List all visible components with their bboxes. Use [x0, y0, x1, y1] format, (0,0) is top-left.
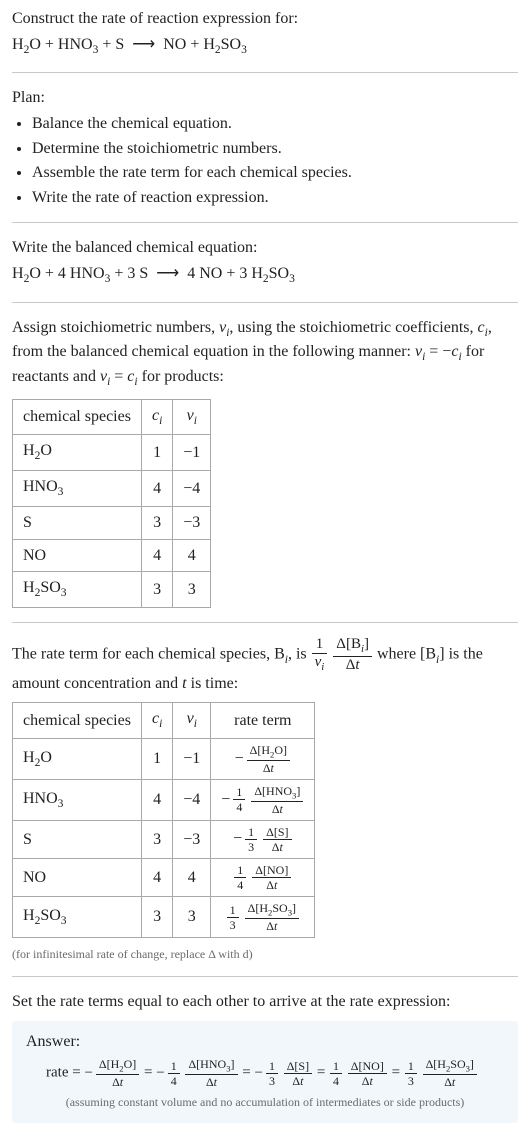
- rate-term-cell: −Δ[H2O]Δt: [211, 738, 315, 779]
- ci-cell: 1: [141, 435, 172, 471]
- rate-term-cell: −14 Δ[HNO3]Δt: [211, 779, 315, 820]
- ci-cell: 4: [141, 471, 172, 507]
- nui-cell: −3: [173, 820, 211, 858]
- nui-cell: −3: [173, 506, 211, 539]
- stoich-table: chemical species ci νi H2O 1 −1 HNO3 4 −…: [12, 399, 211, 608]
- nui-cell: 4: [173, 858, 211, 896]
- ci-cell: 3: [141, 506, 172, 539]
- nui-cell: 3: [173, 572, 211, 608]
- plan-item: Determine the stoichiometric numbers.: [32, 138, 518, 160]
- species-cell: H2O: [13, 435, 142, 471]
- table-header-row: chemical species ci νi rate term: [13, 703, 315, 739]
- col-nui: νi: [173, 399, 211, 435]
- table2-footnote: (for infinitesimal rate of change, repla…: [12, 946, 518, 962]
- species-cell: HNO3: [13, 471, 142, 507]
- ci-cell: 3: [141, 896, 172, 937]
- plan-title: Plan:: [12, 87, 518, 109]
- nui-cell: −1: [173, 738, 211, 779]
- intro-equation: H2O + HNO3 + S ⟶ NO + H2SO3: [12, 34, 518, 59]
- nui-cell: −4: [173, 471, 211, 507]
- nui-cell: 4: [173, 539, 211, 572]
- table-row: S3−3−13 Δ[S]Δt: [13, 820, 315, 858]
- divider: [12, 222, 518, 223]
- table-row: H2SO3 3 3: [13, 572, 211, 608]
- eq-h2so3-3: 3: [241, 44, 247, 56]
- col-species: chemical species: [13, 399, 142, 435]
- plan-list: Balance the chemical equation. Determine…: [18, 113, 518, 208]
- ci-cell: 1: [141, 738, 172, 779]
- divider: [12, 976, 518, 977]
- nui-cell: −4: [173, 779, 211, 820]
- eq-so: SO: [221, 36, 241, 53]
- col-species: chemical species: [13, 703, 142, 739]
- table-header-row: chemical species ci νi: [13, 399, 211, 435]
- answer-caption: (assuming constant volume and no accumul…: [26, 1094, 504, 1110]
- ci-cell: 4: [141, 779, 172, 820]
- table-row: NO 4 4: [13, 539, 211, 572]
- rate-term-cell: −13 Δ[S]Δt: [211, 820, 315, 858]
- species-cell: NO: [13, 539, 142, 572]
- eq-h2o-h: H: [12, 36, 24, 53]
- divider: [12, 622, 518, 623]
- table-row: NO4414 Δ[NO]Δt: [13, 858, 315, 896]
- dbi-dt: Δ[Bi] Δt: [333, 637, 372, 673]
- table-row: HNO3 4 −4: [13, 471, 211, 507]
- stoich-paragraph: Assign stoichiometric numbers, νi, using…: [12, 317, 518, 391]
- one-over-nu: 1 νi: [312, 637, 328, 673]
- col-ci: ci: [141, 703, 172, 739]
- rate-term-table: chemical species ci νi rate term H2O1−1−…: [12, 702, 315, 938]
- species-cell: S: [13, 506, 142, 539]
- ci-cell: 3: [141, 820, 172, 858]
- ci-cell: 3: [141, 572, 172, 608]
- nu-i: νi: [219, 319, 229, 336]
- eq-h2o-o-hno: O + HNO: [29, 36, 92, 53]
- col-nui: νi: [173, 703, 211, 739]
- divider: [12, 302, 518, 303]
- col-ci: ci: [141, 399, 172, 435]
- rate-prefix: rate =: [46, 1065, 84, 1081]
- conclusion-line: Set the rate terms equal to each other t…: [12, 991, 518, 1013]
- balanced-equation: H2O + 4 HNO3 + 3 S ⟶ 4 NO + 3 H2SO3: [12, 263, 518, 288]
- c-i: ci: [478, 319, 488, 336]
- rateterm-paragraph: The rate term for each chemical species,…: [12, 637, 518, 694]
- table-row: H2O1−1−Δ[H2O]Δt: [13, 738, 315, 779]
- eq-arrow: ⟶: [128, 36, 159, 53]
- answer-box: Answer: rate = −Δ[H2O]Δt = −14 Δ[HNO3]Δt…: [12, 1021, 518, 1123]
- eq-no-h: NO + H: [159, 36, 215, 53]
- col-rate-term: rate term: [211, 703, 315, 739]
- species-cell: H2O: [13, 738, 142, 779]
- species-cell: NO: [13, 858, 142, 896]
- answer-rate-expression: rate = −Δ[H2O]Δt = −14 Δ[HNO3]Δt = −13 Δ…: [46, 1058, 504, 1088]
- table-row: H2O 1 −1: [13, 435, 211, 471]
- eq-plus-s: + S: [98, 36, 128, 53]
- plan-item: Write the rate of reaction expression.: [32, 187, 518, 209]
- species-cell: H2SO3: [13, 572, 142, 608]
- table-row: H2SO33313 Δ[H2SO3]Δt: [13, 896, 315, 937]
- rate-term-cell: 14 Δ[NO]Δt: [211, 858, 315, 896]
- table-row: HNO34−4−14 Δ[HNO3]Δt: [13, 779, 315, 820]
- ci-cell: 4: [141, 539, 172, 572]
- nui-cell: 3: [173, 896, 211, 937]
- table-row: S 3 −3: [13, 506, 211, 539]
- divider: [12, 72, 518, 73]
- plan-item: Assemble the rate term for each chemical…: [32, 162, 518, 184]
- plan-item: Balance the chemical equation.: [32, 113, 518, 135]
- species-cell: HNO3: [13, 779, 142, 820]
- nui-cell: −1: [173, 435, 211, 471]
- eq-arrow: ⟶: [152, 265, 183, 282]
- species-cell: S: [13, 820, 142, 858]
- balanced-title: Write the balanced chemical equation:: [12, 237, 518, 259]
- intro-prompt: Construct the rate of reaction expressio…: [12, 8, 518, 30]
- species-cell: H2SO3: [13, 896, 142, 937]
- rate-term-cell: 13 Δ[H2SO3]Δt: [211, 896, 315, 937]
- ci-cell: 4: [141, 858, 172, 896]
